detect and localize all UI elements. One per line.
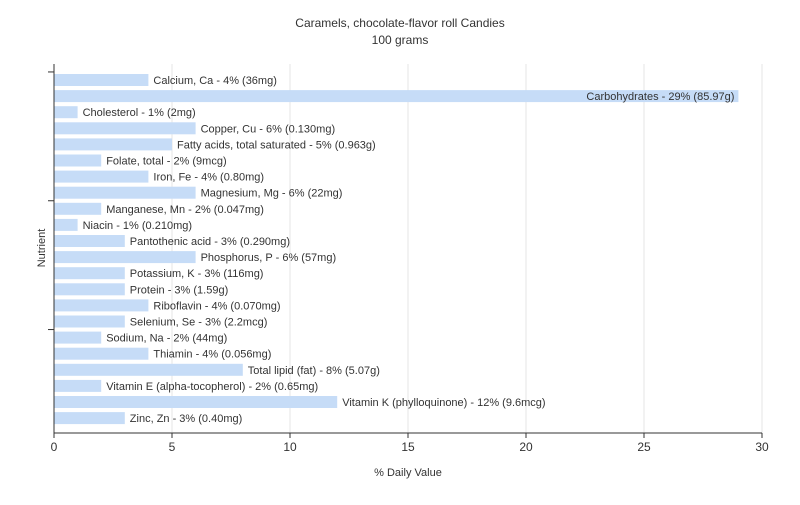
bar-6 (54, 170, 149, 183)
chart-subtitle: 100 grams (372, 33, 429, 47)
bar-11 (54, 251, 196, 264)
bar-3 (54, 122, 196, 135)
bar-label-15: Selenium, Se - 3% (2.2mcg) (130, 317, 268, 329)
bar-7 (54, 186, 196, 199)
bar-17 (54, 347, 149, 360)
bar-18 (54, 363, 243, 376)
bar-2 (54, 106, 78, 119)
bar-label-12: Potassium, K - 3% (116mg) (130, 268, 264, 280)
bar-label-4: Fatty acids, total saturated - 5% (0.963… (177, 139, 376, 151)
bar-label-21: Zinc, Zn - 3% (0.40mg) (130, 413, 242, 425)
bar-label-2: Cholesterol - 1% (2mg) (83, 107, 196, 119)
bar-12 (54, 267, 125, 280)
bar-20 (54, 396, 338, 408)
bar-0 (54, 74, 149, 86)
bar-label-11: Phosphorus, P - 6% (57mg) (201, 252, 337, 264)
x-tick-label: 30 (755, 440, 769, 454)
bars: Calcium, Ca - 4% (36mg) Carbohydrates - 2… (54, 74, 739, 425)
x-tick-label: 25 (637, 440, 651, 454)
bar-label-13: Protein - 3% (1.59g) (130, 284, 228, 296)
bar-1 (54, 90, 739, 103)
bar-label-8: Manganese, Mn - 2% (0.047mg) (106, 204, 264, 216)
y-axis-title: Nutrient (36, 229, 48, 268)
x-tick-label: 15 (401, 440, 415, 454)
bar-13 (54, 283, 125, 296)
axes: 0 5 10 15 20 25 30 (48, 64, 769, 454)
bar-16 (54, 331, 102, 344)
bar-label-17: Thiamin - 4% (0.056mg) (153, 349, 271, 361)
x-tick-label: 0 (51, 440, 58, 454)
bar-label-20: Vitamin K (phylloquinone) - 12% (9.6mcg) (342, 397, 545, 409)
bar-14 (54, 299, 149, 312)
grid (171, 64, 763, 433)
chart-title: Caramels, chocolate-flavor roll Candies (295, 16, 504, 30)
bar-label-5: Folate, total - 2% (9mcg) (106, 156, 226, 168)
bar-label-14: Riboflavin - 4% (0.070mg) (153, 300, 280, 312)
bar-label-1: Carbohydrates - 29% (85.97g) (586, 91, 734, 103)
bar-label-3: Copper, Cu - 6% (0.130mg) (201, 123, 336, 135)
x-tick-label: 5 (169, 440, 176, 454)
bar-label-19: Vitamin E (alpha-tocopherol) - 2% (0.65m… (106, 381, 318, 393)
bar-label-10: Pantothenic acid - 3% (0.290mg) (130, 236, 290, 248)
bar-label-16: Sodium, Na - 2% (44mg) (106, 333, 227, 345)
bar-10 (54, 235, 125, 247)
bar-label-0: Calcium, Ca - 4% (36mg) (153, 75, 276, 87)
bar-label-9: Niacin - 1% (0.210mg) (83, 220, 192, 232)
bar-21 (54, 412, 125, 425)
x-tick-label: 20 (519, 440, 533, 454)
bar-label-18: Total lipid (fat) - 8% (5.07g) (248, 365, 380, 377)
x-tick-label: 10 (283, 440, 297, 454)
bar-15 (54, 315, 125, 328)
bar-label-7: Magnesium, Mg - 6% (22mg) (201, 188, 343, 200)
bar-8 (54, 202, 102, 215)
bar-9 (54, 218, 78, 231)
bar-4 (54, 138, 172, 151)
bar-19 (54, 379, 102, 392)
bar-5 (54, 154, 102, 167)
bar-label-6: Iron, Fe - 4% (0.80mg) (153, 172, 264, 184)
x-axis-title: % Daily Value (374, 467, 442, 479)
